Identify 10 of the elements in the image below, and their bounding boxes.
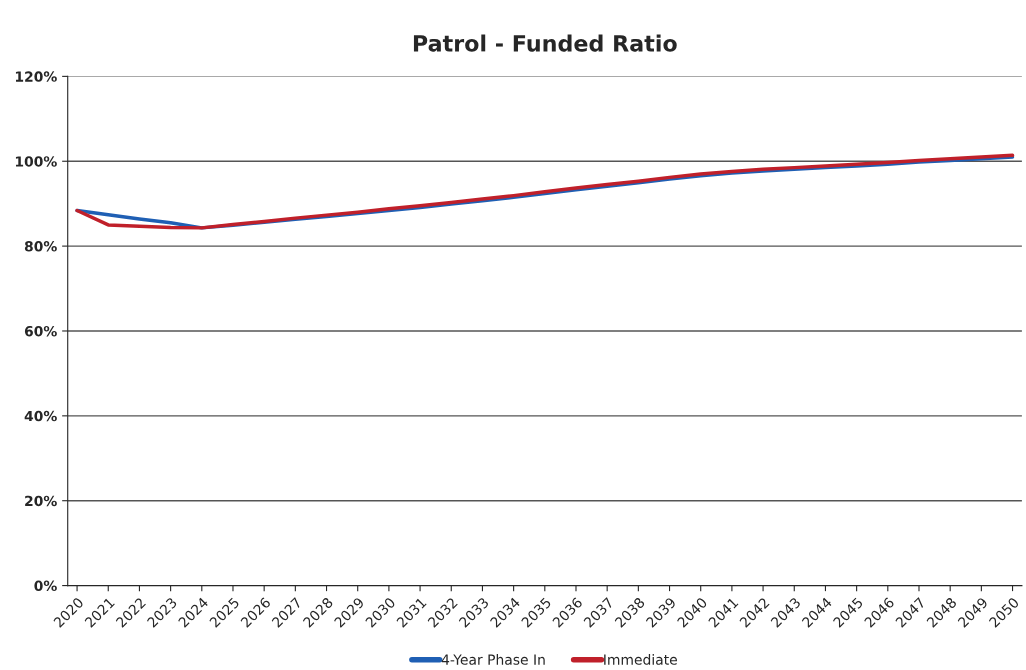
chart-title: Patrol - Funded Ratio	[413, 34, 677, 52]
y-tick-label: 60%	[24, 325, 57, 337]
y-tick-label: 0%	[34, 580, 57, 592]
y-tick-label: 120%	[15, 71, 57, 82]
y-tick-label: 100%	[15, 156, 57, 167]
y-tick-label: 20%	[25, 495, 57, 507]
y-tick-label: 80%	[24, 241, 57, 252]
legend-label: Immediate	[604, 654, 677, 665]
y-tick-label: 40%	[24, 410, 57, 422]
legend-label: 4-Year Phase In	[441, 654, 545, 665]
